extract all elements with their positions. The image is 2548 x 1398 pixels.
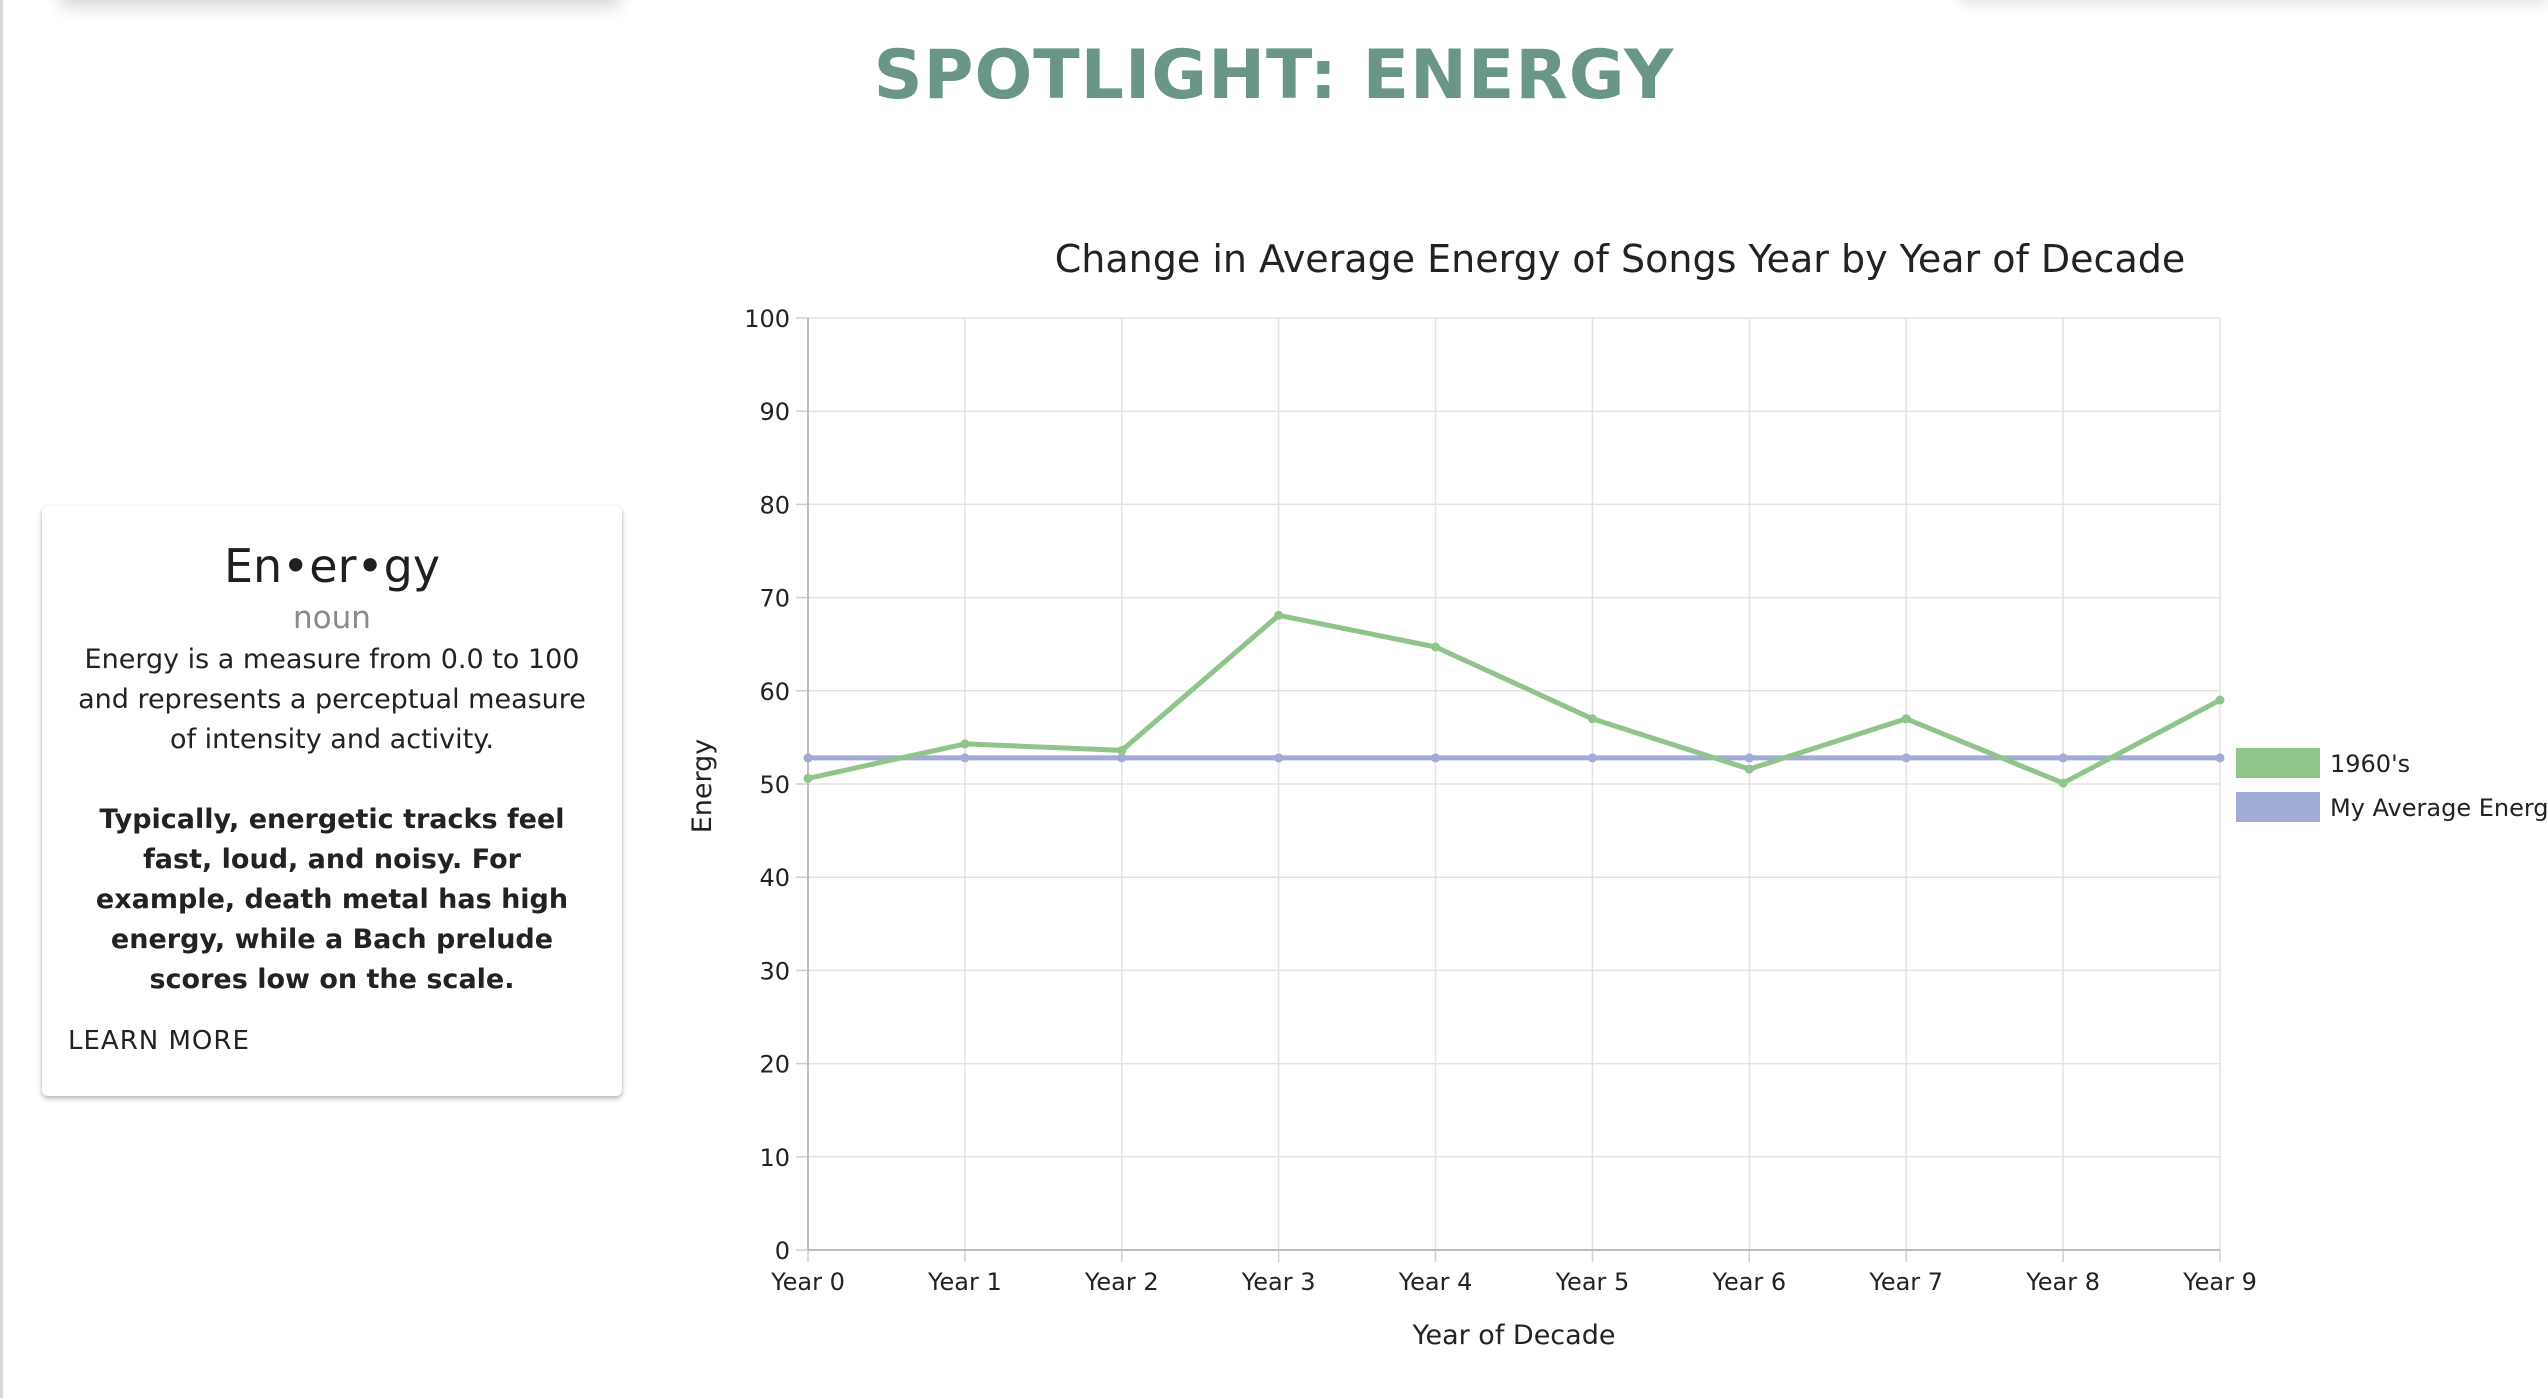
y-axis-label: Energy [687, 739, 718, 834]
left-border [0, 0, 3, 1398]
page-title: SPOTLIGHT: ENERGY [873, 36, 1675, 115]
x-tick-label: Year 4 [1398, 1268, 1473, 1296]
chart-legend[interactable]: 1960's My Average Energy [2236, 748, 2548, 822]
y-tick-label: 60 [759, 678, 790, 706]
y-tick-label: 70 [759, 585, 790, 613]
data-point [803, 773, 813, 783]
data-point [803, 753, 813, 763]
x-tick-label: Year 3 [1241, 1268, 1316, 1296]
x-tick-label: Year 0 [770, 1268, 845, 1296]
y-tick-label: 80 [759, 491, 790, 519]
legend-label[interactable]: My Average Energy [2330, 794, 2548, 822]
y-tick-label: 20 [759, 1051, 790, 1079]
y-tick-label: 10 [759, 1144, 790, 1172]
x-tick-label: Year 5 [1555, 1268, 1630, 1296]
energy-chart: Change in Average Energy of Songs Year b… [680, 220, 2548, 1370]
data-point [1744, 753, 1754, 763]
data-point [1901, 714, 1911, 724]
x-axis-label: Year of Decade [1412, 1320, 1616, 1351]
y-tick-label: 40 [759, 864, 790, 892]
y-tick-label: 90 [759, 398, 790, 426]
y-tick-label: 50 [759, 771, 790, 799]
definition-text: Energy is a measure from 0.0 to 100 and … [78, 644, 586, 755]
x-tick-label: Year 7 [1868, 1268, 1943, 1296]
x-tick-label: Year 1 [927, 1268, 1002, 1296]
data-point [1274, 753, 1284, 763]
data-point [2058, 753, 2068, 763]
data-point [960, 753, 970, 763]
data-point [1274, 610, 1284, 620]
data-point [1431, 753, 1441, 763]
x-tick-label: Year 8 [2025, 1268, 2100, 1296]
chart-axes: 0 10 20 30 40 50 60 70 80 90 100 Year 0 Year 1 Year 2… [744, 305, 2257, 1296]
x-tick-label: Year 2 [1084, 1268, 1159, 1296]
chart-grid [807, 317, 2221, 1251]
y-tick-label: 0 [775, 1237, 790, 1265]
data-point [1587, 714, 1597, 724]
chart-svg: Change in Average Energy of Songs Year b… [687, 237, 2548, 1351]
legend-swatch[interactable] [2236, 792, 2320, 822]
data-point [1117, 745, 1127, 755]
data-point [1744, 764, 1754, 774]
data-point [1431, 642, 1441, 652]
x-tick-label: Year 9 [2182, 1268, 2257, 1296]
definition-word: En•er•gy [223, 539, 441, 593]
data-point [2058, 778, 2068, 788]
legend-label[interactable]: 1960's [2330, 750, 2410, 778]
legend-swatch[interactable] [2236, 748, 2320, 778]
data-point [2215, 695, 2225, 705]
x-tick-label: Year 6 [1711, 1268, 1786, 1296]
y-tick-label: 100 [744, 305, 790, 333]
chart-series [803, 610, 2225, 788]
data-point [960, 739, 970, 749]
chart-title: Change in Average Energy of Songs Year b… [1055, 237, 2185, 281]
definition-part-of-speech: noun [293, 600, 371, 636]
learn-more-button[interactable]: LEARN MORE [68, 1026, 250, 1056]
data-point [1901, 753, 1911, 763]
data-point [1587, 753, 1597, 763]
data-point [2215, 753, 2225, 763]
data-point [1117, 753, 1127, 763]
y-tick-label: 30 [759, 957, 790, 985]
series-line [807, 612, 2222, 786]
definition-card: En•er•gy noun Energy is a measure from 0… [42, 506, 622, 1096]
definition-example: Typically, energetic tracks feel fast, l… [95, 804, 569, 995]
